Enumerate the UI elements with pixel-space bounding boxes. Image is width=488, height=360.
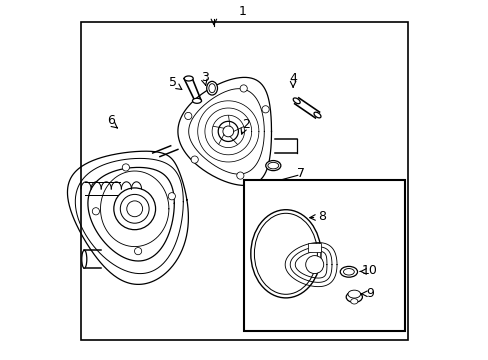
Circle shape xyxy=(126,201,142,217)
Text: 4: 4 xyxy=(288,72,296,85)
Text: 7: 7 xyxy=(296,167,304,180)
Ellipse shape xyxy=(350,299,357,304)
Circle shape xyxy=(218,121,238,141)
Bar xyxy=(244,180,404,331)
Text: 5: 5 xyxy=(168,76,176,89)
Circle shape xyxy=(168,193,175,200)
Ellipse shape xyxy=(265,161,280,171)
Ellipse shape xyxy=(346,292,362,302)
Circle shape xyxy=(134,248,142,255)
Text: 10: 10 xyxy=(361,264,377,277)
Ellipse shape xyxy=(347,290,360,298)
Text: 2: 2 xyxy=(242,118,250,131)
Ellipse shape xyxy=(254,213,317,294)
Ellipse shape xyxy=(313,112,320,118)
Circle shape xyxy=(262,106,268,113)
Ellipse shape xyxy=(184,76,193,81)
Ellipse shape xyxy=(192,98,201,103)
Circle shape xyxy=(240,85,247,92)
Ellipse shape xyxy=(208,84,215,93)
Circle shape xyxy=(92,208,99,215)
Bar xyxy=(81,22,407,340)
Text: 1: 1 xyxy=(238,5,246,18)
Circle shape xyxy=(184,112,191,120)
Text: 6: 6 xyxy=(106,114,114,127)
Text: 9: 9 xyxy=(365,287,373,300)
Circle shape xyxy=(191,156,198,163)
Circle shape xyxy=(236,172,244,179)
Text: 3: 3 xyxy=(201,71,208,84)
Circle shape xyxy=(122,164,129,171)
Ellipse shape xyxy=(206,81,217,95)
Circle shape xyxy=(120,194,149,223)
Circle shape xyxy=(305,256,323,274)
Circle shape xyxy=(114,188,155,230)
Text: 8: 8 xyxy=(317,210,325,223)
Ellipse shape xyxy=(267,162,278,169)
Bar xyxy=(307,243,320,252)
Ellipse shape xyxy=(340,266,357,277)
Circle shape xyxy=(223,126,233,137)
Ellipse shape xyxy=(343,269,354,275)
Ellipse shape xyxy=(293,98,300,104)
Ellipse shape xyxy=(81,250,87,268)
Ellipse shape xyxy=(250,210,320,298)
